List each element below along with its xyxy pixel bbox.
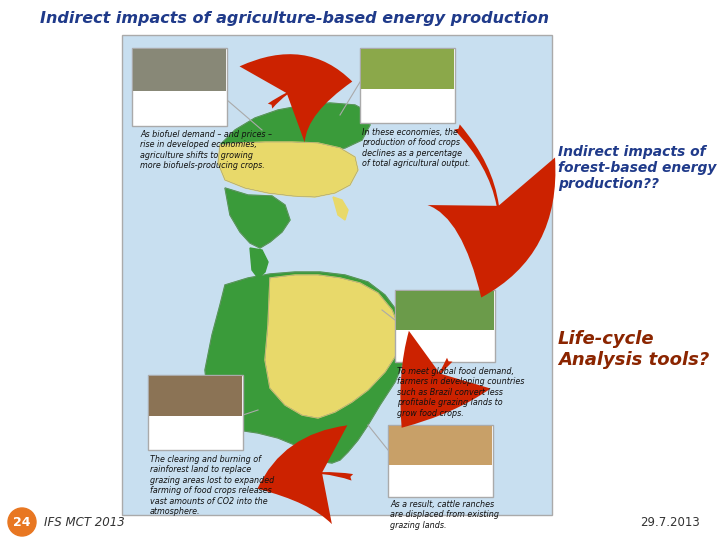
Text: 24: 24 <box>13 516 31 529</box>
Bar <box>149 376 242 416</box>
Polygon shape <box>205 272 408 463</box>
Text: As a result, cattle ranches
are displaced from existing
grazing lands.: As a result, cattle ranches are displace… <box>390 500 499 530</box>
Text: Life-cycle
Analysis tools?: Life-cycle Analysis tools? <box>558 330 709 369</box>
Bar <box>395 290 495 362</box>
Text: To meet global food demand,
farmers in developing countries
such as Brazil conve: To meet global food demand, farmers in d… <box>397 367 524 417</box>
Circle shape <box>8 508 36 536</box>
Polygon shape <box>218 142 358 197</box>
FancyArrowPatch shape <box>240 54 352 142</box>
Polygon shape <box>265 275 400 418</box>
Bar <box>133 49 226 91</box>
Bar <box>360 48 455 123</box>
Text: IFS MCT 2013: IFS MCT 2013 <box>44 516 125 529</box>
Polygon shape <box>250 248 268 278</box>
Polygon shape <box>333 197 348 220</box>
Bar <box>388 425 493 497</box>
Text: Indirect impacts of
forest-based energy
production??: Indirect impacts of forest-based energy … <box>558 145 716 191</box>
Polygon shape <box>225 188 290 248</box>
Text: The clearing and burning of
rainforest land to replace
grazing areas lost to exp: The clearing and burning of rainforest l… <box>150 455 274 516</box>
Text: In these economies, the
production of food crops
declines as a percentage
of tot: In these economies, the production of fo… <box>362 128 470 168</box>
Text: 29.7.2013: 29.7.2013 <box>640 516 700 529</box>
Bar <box>361 49 454 89</box>
Text: Indirect impacts of agriculture-based energy production: Indirect impacts of agriculture-based en… <box>40 10 549 25</box>
Text: As biofuel demand – and prices –
rise in developed economies,
agriculture shifts: As biofuel demand – and prices – rise in… <box>140 130 272 170</box>
Bar <box>132 48 227 126</box>
Bar <box>122 35 552 515</box>
FancyArrowPatch shape <box>428 124 555 298</box>
Bar <box>148 375 243 450</box>
FancyArrowPatch shape <box>400 331 490 428</box>
Bar <box>389 426 492 464</box>
Polygon shape <box>220 103 370 150</box>
Bar <box>396 291 494 329</box>
FancyArrowPatch shape <box>258 426 353 524</box>
